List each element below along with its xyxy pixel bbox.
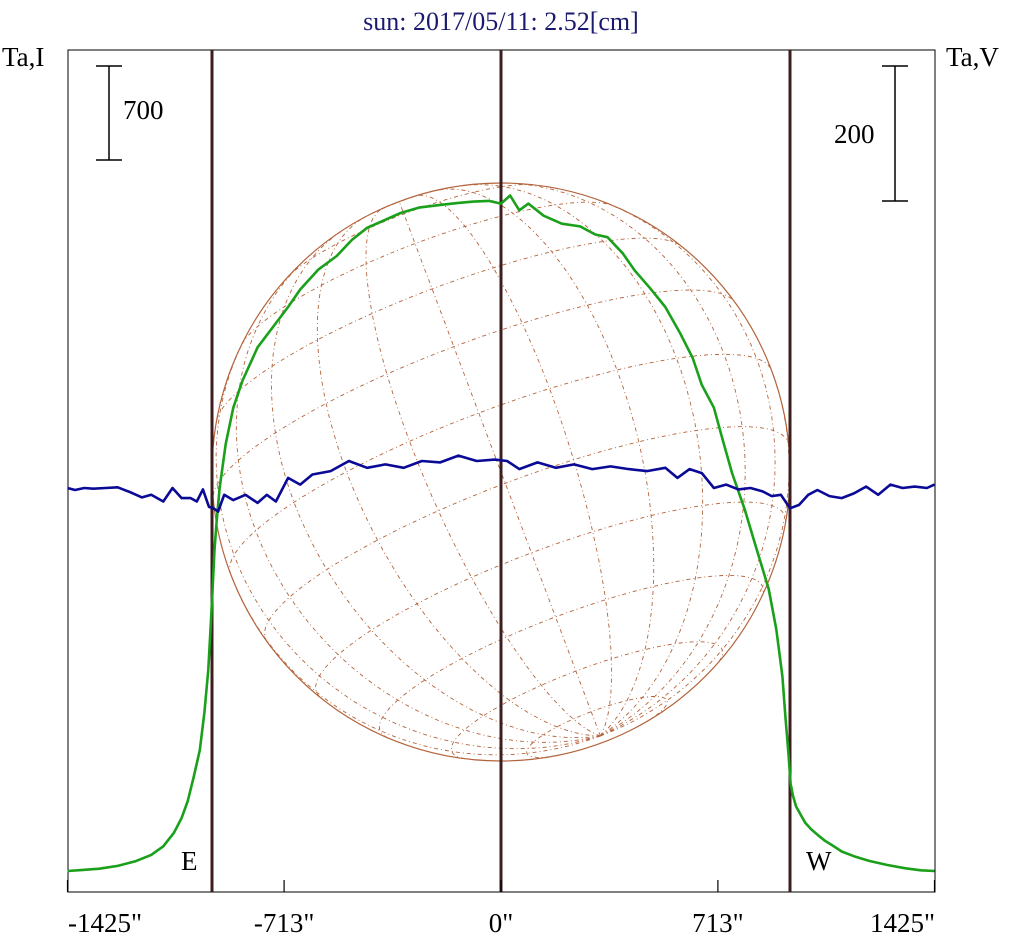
series-stokes-v (67, 454, 936, 513)
x-tick-label: -713" (254, 908, 315, 938)
x-ticks: -1425" -713" 0" 713" 1425" (66, 880, 936, 938)
parallel-line (450, 641, 724, 760)
west-label: W (806, 846, 832, 876)
meridian-line (235, 263, 601, 743)
left-axis-label: Ta,I (2, 42, 44, 72)
parallel-line (286, 184, 535, 279)
right-scale-label: 200 (834, 119, 875, 149)
parallel-line (264, 426, 790, 642)
solar-disk (211, 182, 791, 762)
left-scale-bar: 700 (96, 65, 164, 161)
series-stokes-i (67, 194, 935, 873)
parallel-line (241, 201, 612, 345)
x-tick-label: 1425" (870, 908, 935, 938)
right-axis-label: Ta,V (946, 42, 999, 72)
parallel-line (378, 574, 764, 739)
parallel-line (361, 189, 439, 219)
meridian-line (460, 184, 704, 737)
left-scale-label: 700 (123, 95, 164, 125)
parallel-line (216, 237, 680, 420)
chart-title: sun: 2017/05/11: 2.52[cm] (363, 7, 639, 36)
meridian-line (597, 199, 776, 737)
meridian-line (435, 188, 655, 737)
meridian-line (365, 208, 601, 737)
east-label: E (181, 846, 198, 876)
meridian-line (600, 370, 790, 737)
x-tick-label: 713" (692, 908, 744, 938)
meridian-line (417, 194, 613, 737)
meridian-line (271, 229, 601, 739)
limb-lines (210, 50, 792, 892)
meridian-line (513, 182, 746, 737)
meridian-line (215, 331, 601, 750)
parallel-line (315, 501, 787, 698)
x-tick-label: -1425" (68, 908, 142, 938)
parallel-line (526, 696, 668, 758)
right-scale-bar: 200 (834, 65, 908, 202)
x-tick-label: 0" (489, 908, 514, 938)
parallel-line (212, 289, 734, 496)
meridian-line (316, 216, 601, 737)
series-layer (67, 194, 936, 873)
